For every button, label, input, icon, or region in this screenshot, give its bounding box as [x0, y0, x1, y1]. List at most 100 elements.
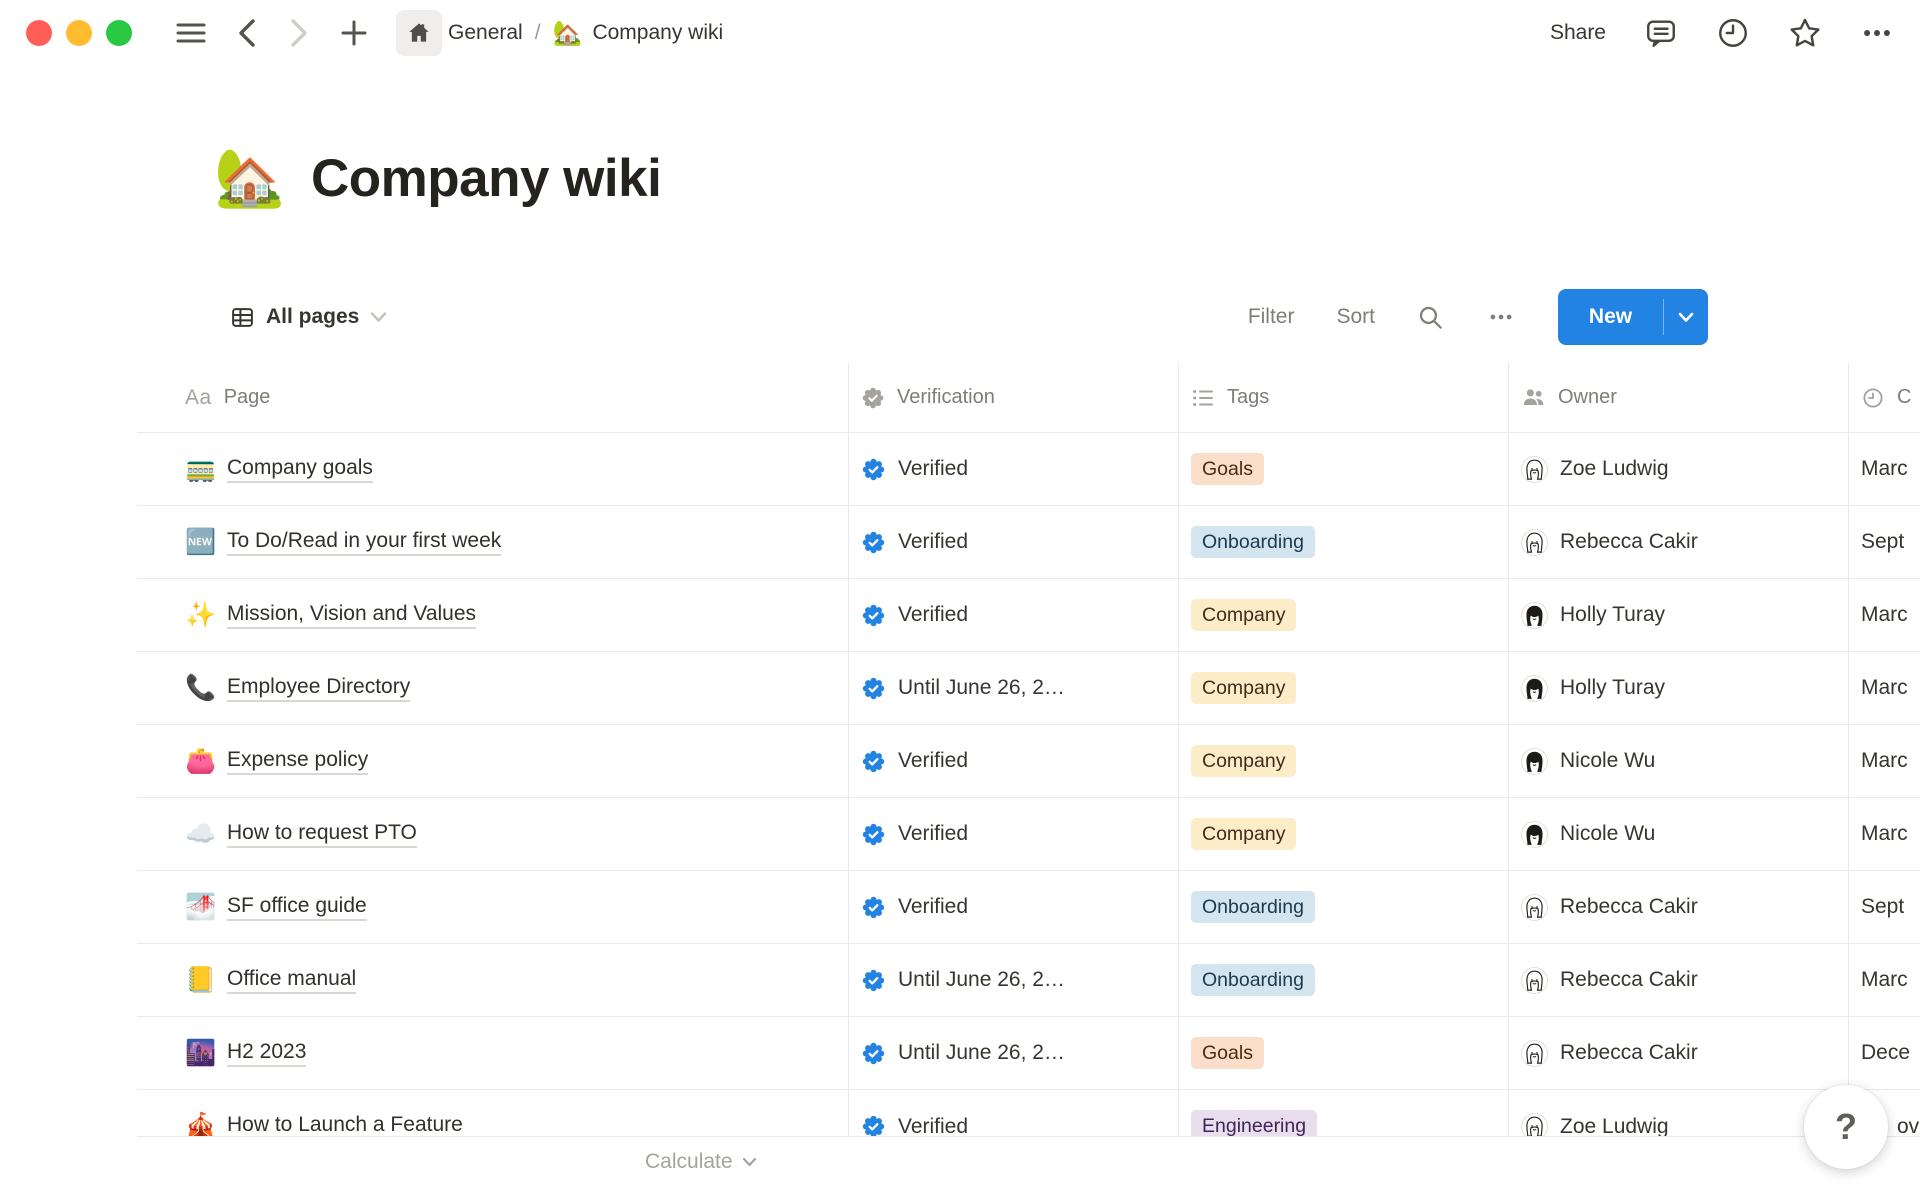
- verification-cell[interactable]: Until June 26, 2…: [849, 944, 1179, 1016]
- tags-cell[interactable]: Company: [1179, 579, 1509, 651]
- text-type-icon: Aa: [185, 385, 212, 409]
- page-link[interactable]: SF office guide: [227, 894, 367, 921]
- page-link[interactable]: Mission, Vision and Values: [227, 602, 477, 629]
- forward-button[interactable]: [288, 18, 310, 48]
- page-cell[interactable]: 🎪 How to Launch a Feature: [137, 1090, 849, 1136]
- tags-cell[interactable]: Goals: [1179, 433, 1509, 505]
- owner-cell[interactable]: Holly Turay: [1509, 579, 1849, 651]
- verification-cell[interactable]: Verified: [849, 506, 1179, 578]
- page-cell[interactable]: 🆕 To Do/Read in your first week: [137, 506, 849, 578]
- owner-cell[interactable]: Zoe Ludwig: [1509, 1090, 1849, 1136]
- page-link[interactable]: Company goals: [227, 456, 373, 483]
- owner-cell[interactable]: Rebecca Cakir: [1509, 1017, 1849, 1089]
- tags-cell[interactable]: Company: [1179, 652, 1509, 724]
- table-row: ✨ Mission, Vision and Values Verified Co…: [137, 579, 1920, 652]
- tag-pill: Engineering: [1191, 1110, 1318, 1136]
- page-cell[interactable]: ✨ Mission, Vision and Values: [137, 579, 849, 651]
- page-link[interactable]: How to Launch a Feature: [227, 1113, 463, 1136]
- page-link[interactable]: Office manual: [227, 967, 357, 994]
- created-cell[interactable]: ove: [1897, 1114, 1920, 1137]
- new-button-label[interactable]: New: [1588, 305, 1633, 328]
- new-button[interactable]: New: [1558, 289, 1708, 345]
- search-icon[interactable]: [1417, 304, 1444, 331]
- created-cell[interactable]: Marc: [1861, 676, 1908, 699]
- updates-clock-icon[interactable]: [1716, 16, 1750, 50]
- minimize-window-button[interactable]: [66, 20, 92, 46]
- owner-cell[interactable]: Rebecca Cakir: [1509, 506, 1849, 578]
- share-button[interactable]: Share: [1549, 21, 1606, 44]
- page-cell[interactable]: 🚃 Company goals: [137, 433, 849, 505]
- page-link[interactable]: How to request PTO: [227, 821, 417, 848]
- sidebar-menu-icon[interactable]: [176, 21, 206, 45]
- created-cell[interactable]: Sept: [1861, 895, 1905, 918]
- created-cell[interactable]: Marc: [1861, 749, 1908, 772]
- avatar: [1521, 747, 1548, 775]
- sort-button[interactable]: Sort: [1336, 305, 1375, 328]
- tags-cell[interactable]: Onboarding: [1179, 871, 1509, 943]
- created-cell[interactable]: Marc: [1861, 822, 1908, 845]
- new-dropdown-chevron-icon[interactable]: [1664, 289, 1708, 345]
- back-button[interactable]: [236, 18, 258, 48]
- verification-cell[interactable]: Verified: [849, 579, 1179, 651]
- page-emoji-icon[interactable]: 🏡: [214, 146, 285, 210]
- zoom-window-button[interactable]: [106, 20, 132, 46]
- verification-cell[interactable]: Verified: [849, 871, 1179, 943]
- home-breadcrumb-button[interactable]: [396, 10, 442, 56]
- page-cell[interactable]: 🌁 SF office guide: [137, 871, 849, 943]
- created-cell[interactable]: Marc: [1861, 968, 1908, 991]
- page-link[interactable]: H2 2023: [227, 1040, 307, 1067]
- page-cell[interactable]: 👛 Expense policy: [137, 725, 849, 797]
- column-header-verification[interactable]: Verification: [849, 363, 1179, 432]
- page-link[interactable]: Employee Directory: [227, 675, 411, 702]
- breadcrumb-page-emoji: 🏡: [552, 19, 583, 47]
- verification-cell[interactable]: Verified: [849, 1090, 1179, 1136]
- verified-badge-icon: [861, 1041, 886, 1066]
- breadcrumb-workspace[interactable]: General: [448, 21, 523, 44]
- page-link[interactable]: Expense policy: [227, 748, 369, 775]
- page-link[interactable]: To Do/Read in your first week: [227, 529, 502, 556]
- close-window-button[interactable]: [26, 20, 52, 46]
- view-options-icon[interactable]: [1486, 302, 1516, 332]
- column-header-owner[interactable]: Owner: [1509, 363, 1849, 432]
- owner-cell[interactable]: Nicole Wu: [1509, 725, 1849, 797]
- comments-icon[interactable]: [1644, 16, 1678, 50]
- owner-cell[interactable]: Holly Turay: [1509, 652, 1849, 724]
- owner-cell[interactable]: Rebecca Cakir: [1509, 871, 1849, 943]
- column-header-created[interactable]: C: [1849, 363, 1920, 432]
- more-options-icon[interactable]: [1860, 16, 1894, 50]
- page-cell[interactable]: 📒 Office manual: [137, 944, 849, 1016]
- table-view-icon: [230, 305, 255, 330]
- owner-cell[interactable]: Nicole Wu: [1509, 798, 1849, 870]
- column-header-page[interactable]: Aa Page: [137, 363, 849, 432]
- created-cell[interactable]: Marc: [1861, 603, 1908, 626]
- help-button[interactable]: ?: [1804, 1085, 1888, 1169]
- verified-badge-icon: [861, 457, 886, 482]
- verification-cell[interactable]: Verified: [849, 798, 1179, 870]
- owner-cell[interactable]: Rebecca Cakir: [1509, 944, 1849, 1016]
- page-cell[interactable]: 🌆 H2 2023: [137, 1017, 849, 1089]
- tags-cell[interactable]: Company: [1179, 798, 1509, 870]
- tags-cell[interactable]: Onboarding: [1179, 944, 1509, 1016]
- breadcrumb-page-title[interactable]: Company wiki: [592, 21, 724, 44]
- page-cell[interactable]: ☁️ How to request PTO: [137, 798, 849, 870]
- owner-cell[interactable]: Zoe Ludwig: [1509, 433, 1849, 505]
- page-title[interactable]: Company wiki: [310, 149, 662, 208]
- verification-cell[interactable]: Verified: [849, 433, 1179, 505]
- tags-cell[interactable]: Goals: [1179, 1017, 1509, 1089]
- page-cell[interactable]: 📞 Employee Directory: [137, 652, 849, 724]
- column-header-tags[interactable]: Tags: [1179, 363, 1509, 432]
- new-page-icon[interactable]: [340, 19, 368, 47]
- tags-cell[interactable]: Onboarding: [1179, 506, 1509, 578]
- filter-button[interactable]: Filter: [1247, 305, 1295, 328]
- verification-cell[interactable]: Until June 26, 2…: [849, 1017, 1179, 1089]
- verification-cell[interactable]: Verified: [849, 725, 1179, 797]
- tags-cell[interactable]: Company: [1179, 725, 1509, 797]
- tags-cell[interactable]: Engineering: [1179, 1090, 1509, 1136]
- tab-all-pages[interactable]: All pages: [230, 305, 387, 330]
- created-cell[interactable]: Dece: [1861, 1041, 1911, 1064]
- created-cell[interactable]: Marc: [1861, 457, 1908, 480]
- favorite-star-icon[interactable]: [1788, 16, 1822, 50]
- created-cell[interactable]: Sept: [1861, 530, 1905, 553]
- calculate-button[interactable]: Calculate: [645, 1150, 757, 1174]
- verification-cell[interactable]: Until June 26, 2…: [849, 652, 1179, 724]
